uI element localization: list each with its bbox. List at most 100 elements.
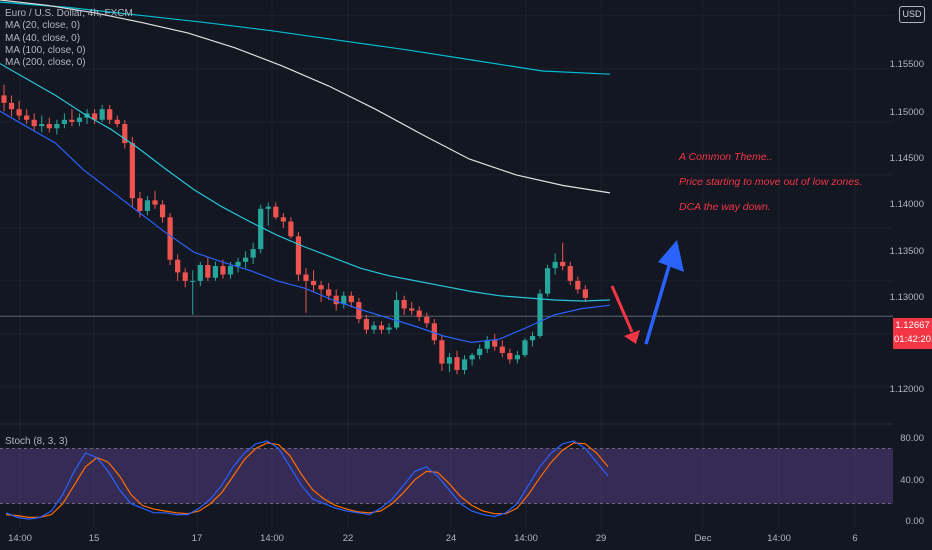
candle-body	[416, 310, 422, 317]
candle-body	[348, 295, 354, 303]
time-label: Dec	[694, 533, 712, 544]
candle-body	[409, 308, 415, 311]
chart-canvas[interactable]	[0, 0, 893, 528]
annotation-arrows[interactable]	[610, 240, 684, 345]
price-tick: 1.14000	[889, 199, 924, 210]
stoch-tick: 40.00	[900, 475, 924, 486]
legend-ma200[interactable]: MA (200, close, 0)	[5, 57, 86, 69]
candle-body	[582, 289, 588, 298]
stoch-d-line	[5, 442, 609, 519]
time-label: 15	[88, 533, 100, 544]
ma20-line	[0, 110, 611, 344]
bar-countdown: 01:42:20	[894, 334, 931, 345]
candle-body	[137, 198, 143, 211]
time-label: 24	[445, 533, 457, 544]
symbol-title[interactable]: Euro / U.S. Dollar, 4h, FXCM	[5, 8, 133, 19]
annotation-line-2: Price starting to move out of low zones.	[679, 176, 863, 188]
candle-body	[469, 355, 475, 360]
indicator-legend: Euro / U.S. Dollar, 4h, FXCM MA (20, clo…	[5, 8, 133, 69]
candle-body	[378, 325, 385, 330]
candle-body	[341, 295, 347, 305]
current-price-value: 1.12667	[895, 320, 930, 331]
candle-body	[46, 124, 52, 129]
candle-body	[318, 285, 324, 290]
stoch-tick: 80.00	[900, 433, 924, 444]
candle-body	[356, 302, 362, 320]
stoch-legend[interactable]: Stoch (8, 3, 3)	[5, 436, 68, 447]
time-label: 17	[191, 533, 203, 544]
candle-body	[326, 289, 332, 296]
candle-body	[499, 346, 505, 353]
candle-body	[258, 208, 264, 250]
candle-body	[537, 293, 543, 337]
current-price-tag: 1.12667 01:42:20	[893, 318, 932, 349]
time-axis[interactable]: 14:00 15 17 14:00 22 24 14:00 29 Dec 14:…	[0, 528, 893, 550]
candle-body	[167, 217, 173, 260]
candle-body	[152, 200, 158, 205]
candle-body	[190, 280, 196, 282]
candle-body	[424, 316, 430, 324]
annotation-line-3: DCA the way down.	[679, 201, 771, 213]
candle-body	[439, 340, 445, 364]
candle-body	[401, 299, 407, 309]
candle-body	[122, 124, 128, 144]
candle-body	[522, 340, 528, 356]
candle-body	[250, 249, 256, 258]
candle-body	[552, 261, 558, 269]
candle-body	[560, 261, 566, 267]
candle-body	[99, 109, 105, 120]
candle-body	[288, 221, 294, 237]
candle-body	[514, 355, 520, 360]
candle-body	[16, 109, 22, 116]
legend-ma20[interactable]: MA (20, close, 0)	[5, 20, 81, 32]
candle-body	[477, 348, 483, 356]
candle-body	[295, 236, 302, 275]
price-tick: 1.14500	[889, 153, 924, 164]
time-label: 29	[595, 533, 607, 544]
price-tick: 1.13500	[889, 246, 924, 257]
candle-body	[394, 299, 400, 328]
candle-body	[24, 115, 30, 120]
candle-body	[371, 325, 377, 330]
candle-body	[175, 259, 181, 273]
candle-body	[8, 102, 15, 110]
candle-body	[92, 113, 98, 120]
arrow-down-red[interactable]	[610, 285, 640, 344]
candle-body	[76, 117, 83, 122]
candle-body	[567, 266, 573, 281]
candle-body	[54, 124, 60, 129]
candle-body	[265, 206, 271, 209]
candle-body	[69, 119, 75, 122]
candle-body	[484, 340, 490, 349]
candle-body	[227, 266, 234, 275]
price-tick: 1.13000	[889, 292, 924, 303]
time-label: 14:00	[514, 533, 538, 544]
candle-body	[431, 323, 437, 341]
candle-body	[273, 206, 279, 218]
candle-body	[386, 327, 392, 330]
time-label: 22	[342, 533, 354, 544]
arrow-up-blue[interactable]	[644, 240, 684, 345]
candle-body	[144, 200, 151, 211]
price-axis[interactable]: 1.15500 1.15000 1.14500 1.14000 1.13500 …	[889, 0, 932, 528]
ma200-line	[0, 1, 611, 75]
price-tick: 1.15500	[889, 59, 924, 70]
legend-ma100[interactable]: MA (100, close, 0)	[5, 44, 86, 56]
stoch-tick: 0.00	[905, 516, 925, 527]
stoch-k-line	[5, 440, 609, 520]
candle-body	[529, 336, 536, 341]
legend-ma40[interactable]: MA (40, close, 0)	[5, 32, 81, 44]
candle-body	[507, 352, 513, 360]
candle-body	[461, 359, 468, 370]
candle-body	[310, 280, 317, 286]
stochastic-pane[interactable]	[0, 440, 893, 520]
stoch-band	[0, 448, 893, 504]
candlestick-series[interactable]	[1, 84, 588, 375]
currency-button[interactable]: USD	[899, 6, 925, 23]
candle-body	[129, 143, 135, 199]
candle-body	[243, 257, 249, 262]
moving-averages	[0, 0, 611, 344]
candle-body	[235, 261, 241, 267]
candle-body	[205, 265, 211, 278]
candle-body	[114, 119, 120, 125]
